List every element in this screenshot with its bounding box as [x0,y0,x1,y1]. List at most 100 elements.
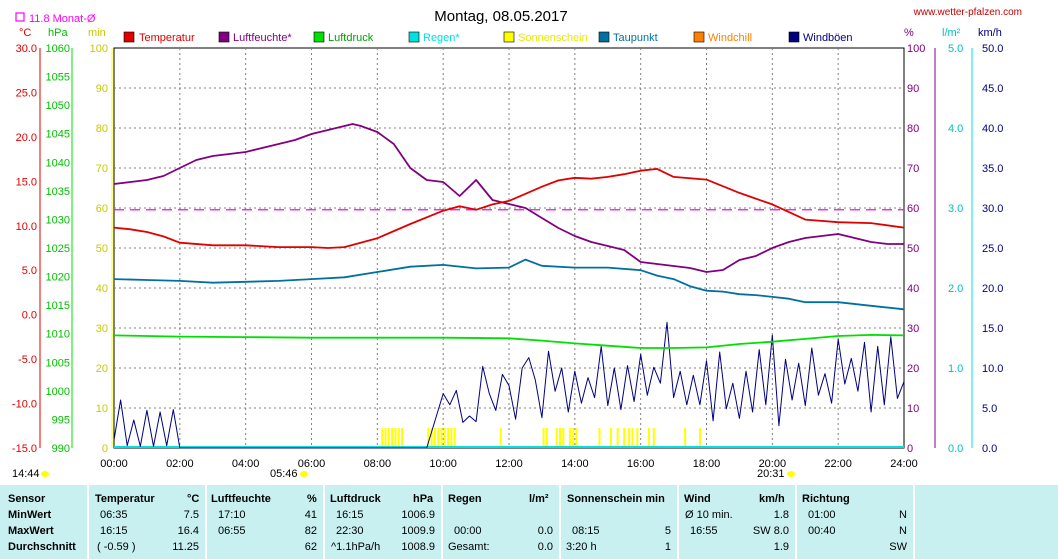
sunshine-tick-label: 30 [96,323,108,335]
summary-table: Sensor MinWert MaxWert Durchschnitt Temp… [0,485,1058,559]
sunshine-tick-label: 0 [102,443,108,455]
temp-tick-label: 20.0 [16,132,37,144]
legend-swatch-regen [408,31,420,43]
legend-item-regen[interactable]: Regen* [408,31,460,44]
temp-tick-label: 30.0 [16,43,37,55]
pressure-tick-label: 1060 [46,43,70,55]
temp-avg-trend: ( -0.59 ) [97,541,136,553]
temp-tick-label: -15.0 [12,443,37,455]
percent-tick-label: 80 [907,123,919,135]
sunshine-bar [443,428,446,448]
pres-max-value: 1009.9 [401,525,435,537]
sunset-sun-icon [787,471,795,477]
sunshine-bar [610,428,613,448]
pressure-tick-label: 990 [52,443,70,455]
website-label[interactable]: www.wetter-pfalzen.com [913,7,1022,18]
percent-tick-label: 70 [907,163,919,175]
legend-label-temperatur: Temperatur [139,32,195,44]
legend-item-windchill[interactable]: Windchill [693,31,752,44]
sunshine-bar [433,428,436,448]
pres-min-value: 1006.9 [401,509,435,521]
sunshine-bar [652,428,655,448]
legend-swatch-temperatur [123,31,135,43]
col-richtung: Richtung 01:00 N 00:40 N SW [797,485,913,559]
pressure-tick-label: 1025 [46,243,70,255]
x-tick-label: 00:00 [100,458,128,470]
dir-max-time: 00:40 [808,525,836,537]
sunrise-label: 05:46 [270,468,298,480]
rain-tick-label: 4.0 [948,123,963,135]
row-label-min: MinWert [8,509,52,521]
hum-max-value: 82 [304,525,317,537]
legend-swatch-luftdruck [313,31,325,43]
sunshine-tick-label: 10 [96,403,108,415]
temp-max-time: 16:15 [100,525,128,537]
hum-max-time: 06:55 [218,525,246,537]
x-tick-label: 20:00 [759,458,787,470]
sunshine-bar [598,428,601,448]
x-tick-label: 06:00 [298,458,326,470]
row-label-avg: Durchschnitt [8,541,76,553]
rain-tick-label: 2.0 [948,283,963,295]
daylength-sun-icon [41,471,49,477]
x-tick-label: 08:00 [364,458,392,470]
percent-tick-label: 30 [907,323,919,335]
x-tick-label: 10:00 [429,458,457,470]
unit-regen: l/m² [529,493,549,505]
sunshine-bar [636,428,639,448]
legend-item-luftdruck[interactable]: Luftdruck [313,31,374,44]
rain-max-value: 0.0 [537,525,553,537]
pressure-tick-label: 1000 [46,386,70,398]
pressure-tick-label: 1020 [46,272,70,284]
sunshine-bar [397,428,400,448]
x-tick-label: 04:00 [232,458,260,470]
sunshine-bar [440,428,443,448]
legend-item-sonnenschein[interactable]: Sonnenschein [503,31,588,44]
sunshine-bar [647,428,650,448]
wind-tick-label: 25.0 [982,243,1003,255]
sunshine-bar [430,428,433,448]
sunshine-bar [562,428,565,448]
dir-max-value: N [899,525,907,537]
temp-tick-label: -10.0 [12,399,37,411]
wind-tick-label: 15.0 [982,323,1003,335]
sunshine-bar [559,428,562,448]
sunshine-bar [545,428,548,448]
sun-total-duration: 3:20 h [566,541,597,553]
wind-avg-value: 1.9 [773,541,789,553]
sun-times: 14:44 05:46 20:31 [12,468,795,480]
legend: Temperatur Luftfeuchte* Luftdruck Regen*… [123,31,853,44]
sunshine-bar [616,428,619,448]
wind-max-time: 16:55 [690,525,718,537]
legend-item-luftfeuchte[interactable]: Luftfeuchte* [218,31,292,44]
percent-tick-label: 90 [907,83,919,95]
x-tick-label: 24:00 [890,458,918,470]
sunshine-bar [401,428,404,448]
x-tick-label: 02:00 [166,458,194,470]
wind-tick-label: 40.0 [982,123,1003,135]
percent-tick-label: 100 [907,43,925,55]
percent-tick-label: 60 [907,203,919,215]
daylength-label: 14:44 [12,468,40,480]
legend-item-taupunkt[interactable]: Taupunkt [598,31,658,44]
col-regen: Regen l/m² 00:00 0.0 Gesamt: 0.0 [443,485,559,559]
sunshine-bar [555,428,558,448]
col-empty [915,485,1058,559]
sunshine-bar [631,428,634,448]
unit-temperatur: °C [187,493,200,505]
wind-tick-label: 10.0 [982,363,1003,375]
sunshine-tick-label: 70 [96,163,108,175]
chart-title: Montag, 08.05.2017 [434,8,567,25]
pressure-tick-label: 1040 [46,157,70,169]
sunshine-tick-label: 90 [96,83,108,95]
series-temperatur-line [113,167,905,249]
sunshine-bar [387,428,390,448]
legend-label-luftdruck: Luftdruck [328,32,374,44]
header-sonnenschein: Sonnenschein min [567,493,665,505]
legend-item-temperatur[interactable]: Temperatur [123,31,195,44]
dir-min-time: 01:00 [808,509,836,521]
temp-avg-value: 11.25 [172,541,199,553]
unit-luftdruck: hPa [413,493,434,505]
x-tick-label: 14:00 [561,458,589,470]
legend-item-windboeen[interactable]: Windböen [788,31,853,44]
